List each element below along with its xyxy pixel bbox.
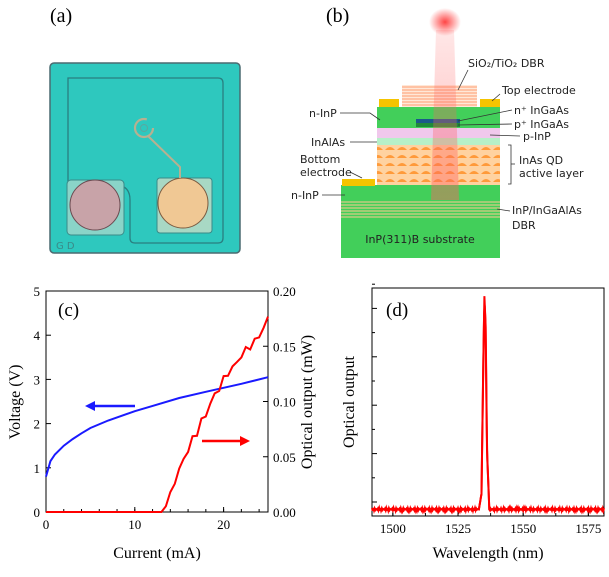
x-tick-label: 0	[43, 517, 50, 532]
panel-b-label: (b)	[326, 5, 349, 27]
label-p-ingaas: p⁺ InGaAs	[514, 118, 569, 131]
n-inp-bottom-layer	[341, 185, 500, 200]
panel-a-label: (a)	[50, 5, 72, 27]
laser-spot	[429, 8, 461, 36]
top-electrode-right	[480, 99, 500, 107]
label-p-inp: p-InP	[523, 130, 551, 143]
panel-c-label: (c)	[58, 300, 79, 321]
label-n-inp-top: n-InP	[309, 107, 337, 120]
label-bottom-dbr-2: DBR	[512, 219, 536, 232]
label-n-inp-bottom: n-InP	[291, 189, 319, 202]
y2-tick-label: 0.15	[273, 339, 296, 354]
label-top-electrode: Top electrode	[501, 84, 576, 97]
y-tick-label: 1	[34, 461, 41, 476]
y2-tick-label: 0.00	[273, 505, 296, 520]
y2-axis-label: Optical output (mW)	[299, 335, 316, 469]
left-arrow-head-icon	[85, 401, 95, 411]
plot-frame	[45, 290, 269, 513]
right-arrow-head-icon	[240, 436, 250, 446]
y-tick-label: 4	[34, 328, 41, 343]
y-tick-label: 0	[34, 505, 41, 520]
y-tick-label: 2	[34, 417, 41, 432]
panel-d-chart: (d) Wavelength (nm) Optical output 1500 1…	[341, 283, 605, 562]
label-n-ingaas: n⁺ InGaAs	[514, 104, 569, 117]
spectrum-peak	[372, 296, 604, 511]
series-line-optical-output	[46, 316, 269, 513]
series-line-voltage	[45, 376, 269, 477]
label-bottom-dbr-1: InP/InGaAlAs	[512, 204, 582, 217]
label-active-1: InAs QD	[519, 154, 563, 167]
x-tick-label: 1500	[380, 521, 406, 536]
y-tick-label: 3	[34, 372, 41, 387]
y2-tick-label: 0.10	[273, 395, 296, 410]
x-tick-label: 20	[217, 517, 230, 532]
bottom-dbr-layer	[341, 200, 500, 220]
x-axis-label: Current (mA)	[113, 545, 201, 562]
y-tick-label: 5	[34, 284, 41, 299]
panel-a: (a) G D	[49, 5, 241, 254]
panel-c-chart: (c) Current (mA) Voltage (V) Optical out…	[7, 284, 316, 562]
panel-b: (b)	[291, 5, 584, 258]
top-electrode-left	[379, 99, 399, 107]
y2-tick-label: 0.20	[273, 284, 296, 299]
label-top-dbr: SiO₂/TiO₂ DBR	[468, 57, 545, 70]
label-bottom-electrode-2: electrode	[300, 166, 352, 179]
y-axis-label: Voltage (V)	[7, 365, 24, 440]
panel-d-label: (d)	[386, 300, 408, 321]
y2-tick-label: 0.05	[273, 450, 296, 465]
label-bottom-electrode-1: Bottom	[300, 153, 340, 166]
layer-stack-diagram	[341, 8, 500, 258]
label-active-2: active layer	[519, 167, 584, 180]
leader-lines	[322, 69, 521, 212]
bottom-electrode	[342, 179, 375, 186]
x-tick-label: 10	[128, 517, 141, 532]
label-substrate: InP(311)B substrate	[365, 233, 475, 246]
laser-beam	[431, 30, 459, 200]
plot-frame	[371, 287, 605, 517]
label-inalas: InAlAs	[311, 136, 345, 149]
y-axis-label: Optical output	[341, 355, 358, 448]
x-axis-label: Wavelength (nm)	[432, 545, 543, 562]
photo-marking: G D	[56, 241, 75, 252]
x-tick-label: 1550	[510, 521, 536, 536]
x-tick-label: 1525	[445, 521, 471, 536]
device-photo: G D	[49, 62, 241, 254]
x-tick-label: 1575	[575, 521, 601, 536]
